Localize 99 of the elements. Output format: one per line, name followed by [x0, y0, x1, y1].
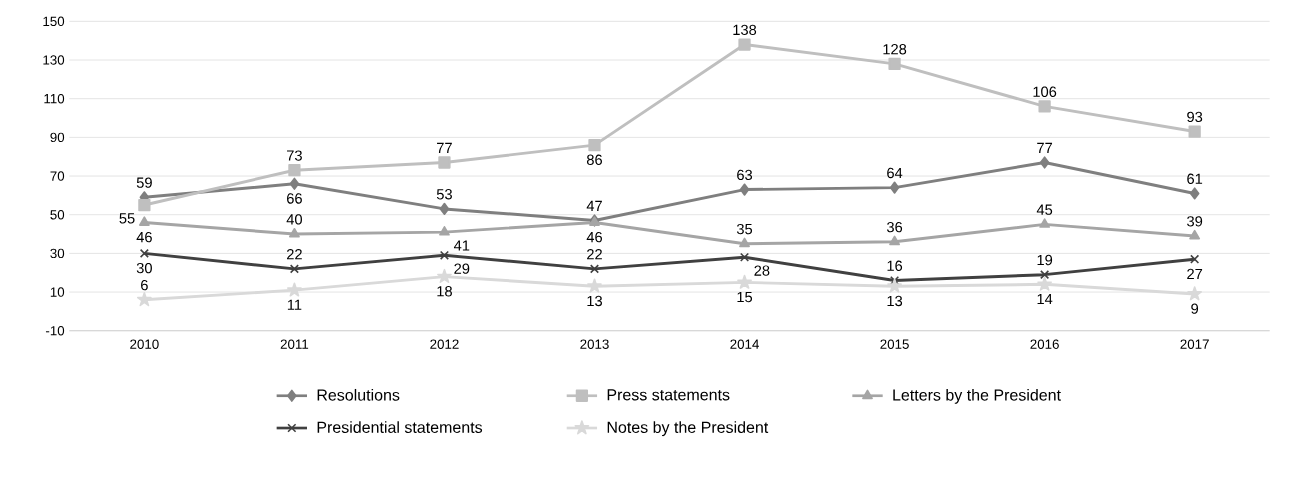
data-label: 9 — [1191, 303, 1199, 314]
point — [1039, 156, 1050, 169]
point — [439, 202, 450, 215]
data-label: 45 — [1036, 204, 1053, 215]
y-tick-label: -10 — [45, 325, 65, 336]
data-label: 13 — [887, 295, 903, 306]
point — [890, 275, 900, 285]
data-label: 47 — [586, 200, 602, 211]
data-label: 15 — [737, 291, 753, 302]
data-label: 73 — [287, 150, 302, 161]
point — [139, 248, 149, 258]
data-label: 61 — [1187, 173, 1203, 184]
data-label: 22 — [587, 248, 602, 260]
data-label: 46 — [586, 231, 602, 243]
point — [438, 156, 451, 169]
point — [1038, 100, 1051, 113]
point — [739, 183, 750, 196]
legend-label: Presidential statements — [317, 421, 483, 433]
x-tick-label: 2017 — [1180, 339, 1209, 349]
point — [737, 274, 752, 289]
point — [439, 250, 450, 260]
data-label: 128 — [883, 43, 907, 55]
legend-label: Resolutions — [317, 388, 400, 401]
x-tick-label: 2016 — [1030, 339, 1059, 349]
y-tick-label: 150 — [43, 16, 65, 26]
data-label: 93 — [1187, 111, 1203, 122]
x-tick-label: 2010 — [130, 339, 159, 349]
data-label: 138 — [733, 24, 757, 35]
point — [136, 291, 152, 306]
data-label: 86 — [586, 154, 602, 165]
point — [138, 216, 150, 226]
point — [889, 235, 900, 246]
legend-label: Notes by the President — [607, 421, 769, 436]
data-label: 16 — [887, 260, 903, 271]
data-label: 30 — [136, 262, 152, 274]
x-tick-label: 2011 — [280, 339, 309, 349]
data-label: 64 — [887, 167, 903, 178]
data-label: 6 — [141, 279, 148, 291]
y-tick-label: 70 — [50, 171, 65, 181]
data-label: 22 — [286, 248, 302, 260]
y-tick-label: 130 — [43, 55, 65, 65]
data-label: 36 — [886, 221, 903, 233]
point — [738, 38, 751, 51]
data-label: 106 — [1033, 86, 1057, 97]
data-label: 40 — [286, 213, 302, 225]
data-label: 41 — [453, 240, 470, 251]
point — [288, 163, 301, 177]
point — [739, 237, 750, 247]
data-label: 77 — [437, 142, 452, 153]
point — [437, 268, 452, 283]
y-tick-label: 50 — [50, 209, 65, 220]
y-tick-label: 30 — [50, 248, 65, 258]
point — [1189, 187, 1200, 200]
point — [589, 264, 600, 274]
data-label: 55 — [119, 213, 135, 224]
y-tick-label: 110 — [44, 93, 65, 104]
data-label: 39 — [1187, 215, 1203, 227]
x-tick-label: 2014 — [730, 339, 759, 349]
point — [888, 57, 901, 70]
data-label: 28 — [754, 265, 770, 276]
point — [889, 181, 900, 194]
point — [289, 177, 300, 190]
data-label: 27 — [1187, 268, 1203, 279]
data-label: 46 — [136, 231, 152, 243]
point — [587, 278, 602, 293]
data-label: 53 — [436, 188, 452, 200]
x-tick-label: 2013 — [580, 339, 609, 349]
point — [887, 278, 902, 293]
x-tick-label: 2012 — [430, 339, 459, 349]
data-label: 13 — [587, 295, 602, 306]
x-tick-label: 2015 — [880, 339, 909, 349]
data-label: 63 — [737, 169, 753, 180]
point — [289, 264, 299, 274]
data-label: 77 — [1037, 142, 1053, 153]
data-label: 14 — [1037, 293, 1053, 304]
point — [739, 252, 750, 262]
data-label: 11 — [287, 299, 302, 310]
data-label: 29 — [454, 263, 470, 274]
legend-label: Press statements — [607, 389, 730, 401]
point — [1190, 254, 1200, 264]
data-label: 19 — [1037, 254, 1053, 265]
point — [1039, 218, 1051, 228]
point — [439, 225, 450, 236]
point — [1187, 286, 1203, 301]
point — [287, 282, 302, 297]
point — [138, 198, 151, 211]
point — [588, 138, 601, 152]
point — [1188, 125, 1201, 138]
y-tick-label: 90 — [50, 132, 65, 142]
point — [288, 227, 300, 238]
point — [1037, 276, 1053, 291]
data-label: 66 — [287, 193, 302, 204]
legend-label: Letters by the President — [893, 388, 1061, 404]
data-label: 59 — [136, 177, 152, 188]
point — [1040, 269, 1050, 280]
data-label: 35 — [736, 223, 753, 235]
data-label: 18 — [437, 285, 452, 297]
point — [1189, 229, 1201, 240]
y-tick-label: 10 — [50, 287, 65, 297]
